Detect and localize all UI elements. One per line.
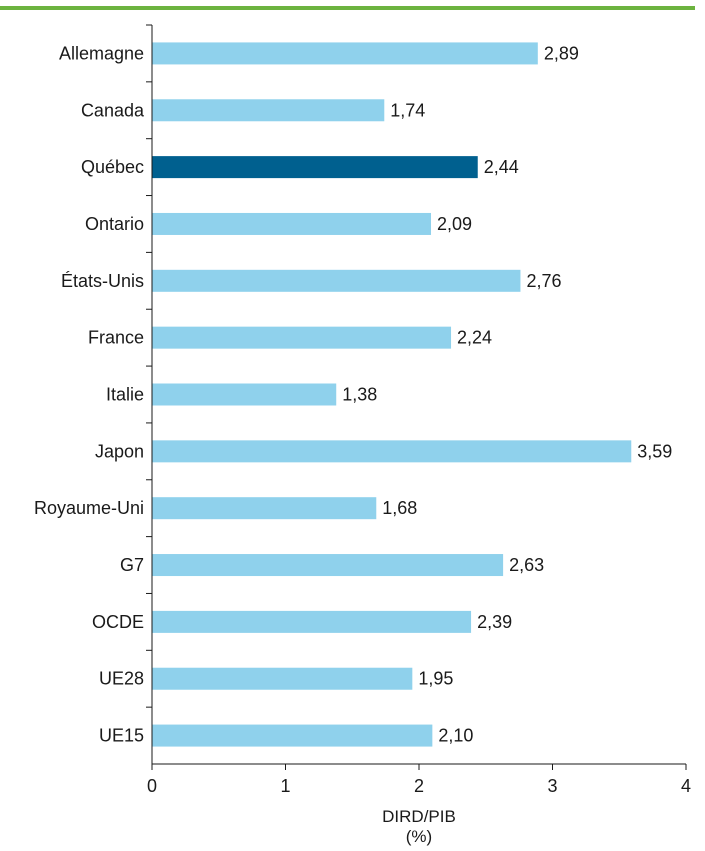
category-label: UE28 bbox=[99, 669, 144, 689]
bar-5 bbox=[152, 326, 452, 349]
value-label: 2,76 bbox=[526, 271, 561, 291]
category-labels: Allemagne Canada Québec Ontario États-Unis Fr… bbox=[34, 43, 145, 745]
value-label: 1,68 bbox=[382, 498, 417, 518]
x-tick-label: 0 bbox=[147, 776, 157, 796]
bar-2 bbox=[152, 156, 478, 179]
bar-4 bbox=[152, 269, 521, 292]
category-label: États-Unis bbox=[61, 271, 144, 291]
value-label: 3,59 bbox=[637, 441, 672, 461]
bar-8 bbox=[152, 497, 377, 520]
category-label: UE15 bbox=[99, 726, 144, 746]
value-label: 2,44 bbox=[484, 157, 519, 177]
x-axis-ticks: 0 1 2 3 4 bbox=[147, 764, 691, 796]
category-label: Italie bbox=[106, 385, 144, 405]
category-label: Royaume-Uni bbox=[34, 498, 144, 518]
category-label: Ontario bbox=[85, 214, 144, 234]
x-axis-unit: (%) bbox=[406, 827, 432, 846]
bar-3 bbox=[152, 212, 432, 235]
bar-6 bbox=[152, 383, 337, 406]
bar-7 bbox=[152, 440, 632, 463]
value-label: 2,24 bbox=[457, 328, 492, 348]
value-label: 1,95 bbox=[418, 669, 453, 689]
value-labels: 2,89 1,74 2,44 2,09 2,76 2,24 1,38 3,59 1,68 2,63… bbox=[342, 43, 672, 745]
bar-10 bbox=[152, 610, 472, 633]
x-tick-label: 1 bbox=[280, 776, 290, 796]
value-label: 1,38 bbox=[342, 385, 377, 405]
bars bbox=[146, 24, 632, 747]
value-label: 2,10 bbox=[438, 726, 473, 746]
value-label: 2,63 bbox=[509, 555, 544, 575]
x-tick-label: 2 bbox=[414, 776, 424, 796]
category-label: G7 bbox=[120, 555, 144, 575]
x-tick-label: 3 bbox=[547, 776, 557, 796]
category-label: Québec bbox=[81, 157, 144, 177]
category-label: France bbox=[88, 328, 144, 348]
bar-12 bbox=[152, 724, 433, 747]
value-label: 2,09 bbox=[437, 214, 472, 234]
category-label: Japon bbox=[95, 441, 144, 461]
bar-11 bbox=[152, 667, 413, 690]
value-label: 2,89 bbox=[544, 43, 579, 63]
category-label: Canada bbox=[81, 100, 145, 120]
bar-9 bbox=[152, 554, 504, 577]
top-rule bbox=[0, 6, 695, 10]
value-label: 2,39 bbox=[477, 612, 512, 632]
bar-0 bbox=[152, 42, 538, 65]
x-tick-label: 4 bbox=[681, 776, 691, 796]
bar-1 bbox=[152, 99, 385, 122]
category-label: Allemagne bbox=[59, 43, 144, 63]
category-label: OCDE bbox=[92, 612, 144, 632]
value-label: 1,74 bbox=[390, 100, 425, 120]
x-axis-title: DIRD/PIB bbox=[382, 807, 456, 826]
